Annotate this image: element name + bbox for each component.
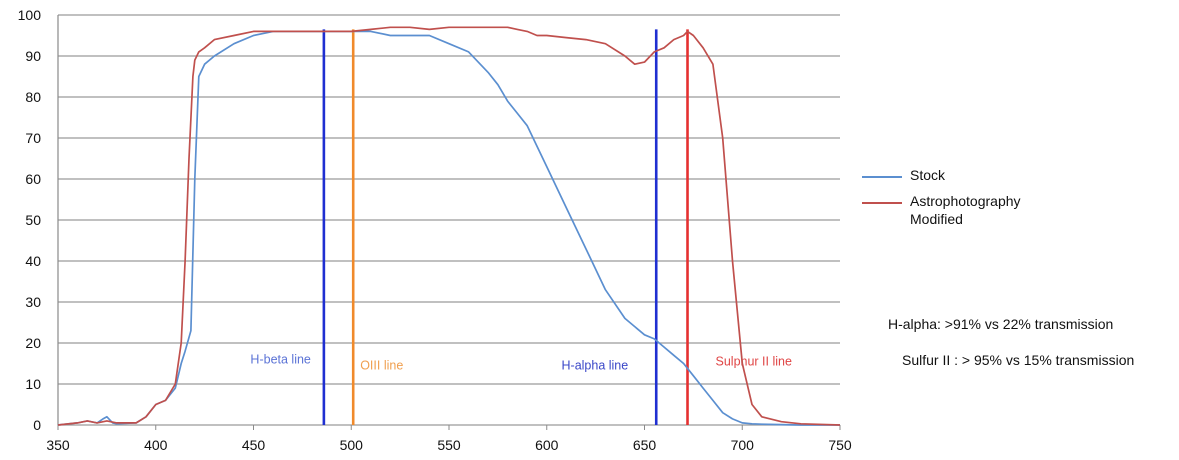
y-axis-ticks: 0 10 20 30 40 50 60 70 80 90 100 <box>18 7 42 433</box>
legend-label-modified: Astrophotography Modified <box>910 193 1021 227</box>
x-tick-label-400: 400 <box>144 437 168 453</box>
spectral-line-label-0: H-beta line <box>250 353 310 367</box>
y-tick-label-80: 80 <box>25 89 41 105</box>
series-lines <box>57 26 841 426</box>
grid-lines <box>57 14 840 426</box>
y-tick-label-30: 30 <box>25 294 41 310</box>
y-tick-label-50: 50 <box>25 212 41 228</box>
y-tick-label-70: 70 <box>25 130 41 146</box>
x-tick-label-450: 450 <box>242 437 266 453</box>
x-tick-label-350: 350 <box>46 437 70 453</box>
spectral-line-label-3: Sulphur II line <box>716 355 792 369</box>
legend-swatch-stock <box>862 176 902 178</box>
series-line-1 <box>57 26 841 426</box>
y-tick-label-40: 40 <box>25 253 41 269</box>
y-tick-label-100: 100 <box>18 7 42 23</box>
x-tick-label-650: 650 <box>633 437 657 453</box>
x-tick-label-600: 600 <box>535 437 559 453</box>
y-tick-label-0: 0 <box>33 417 41 433</box>
y-tick-label-60: 60 <box>25 171 41 187</box>
x-tick-label-500: 500 <box>340 437 364 453</box>
x-axis-ticks: 350 400 450 500 550 600 650 700 750 <box>46 425 852 453</box>
x-tick-label-750: 750 <box>828 437 852 453</box>
legend-swatch-modified <box>862 202 902 204</box>
x-tick-label-700: 700 <box>731 437 755 453</box>
legend-label-stock: Stock <box>910 167 946 183</box>
y-tick-label-10: 10 <box>25 376 41 392</box>
spectral-line-label-1: OIII line <box>360 359 403 373</box>
y-tick-label-90: 90 <box>25 48 41 64</box>
note-h-alpha: H-alpha: >91% vs 22% transmission <box>888 316 1114 332</box>
note-sulfur-ii: Sulfur II : > 95% vs 15% transmission <box>902 352 1135 368</box>
x-tick-label-550: 550 <box>437 437 461 453</box>
y-tick-label-20: 20 <box>25 335 41 351</box>
legend: Stock Astrophotography Modified <box>862 166 1062 236</box>
spectral-line-markers: H-beta line OIII line H-alpha line Sulphur … <box>250 29 792 425</box>
spectral-line-label-2: H-alpha line <box>562 359 629 373</box>
legend-item-modified: Astrophotography Modified <box>862 192 1062 228</box>
legend-item-stock: Stock <box>862 166 1062 184</box>
